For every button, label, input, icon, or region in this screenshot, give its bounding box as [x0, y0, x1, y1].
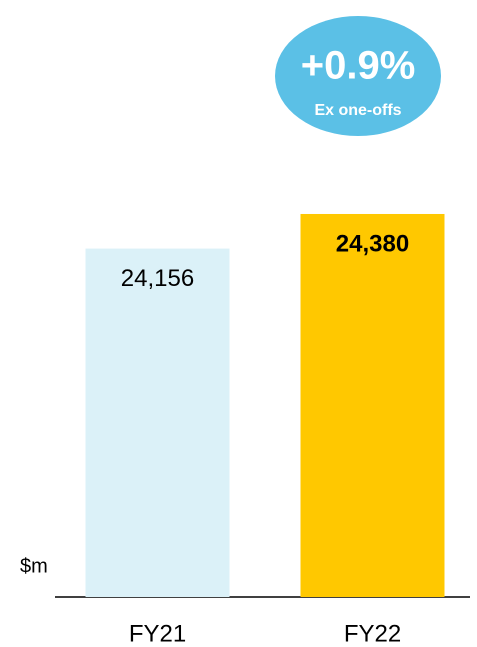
- value-label: 24,380: [336, 230, 409, 257]
- x-tick-label: FY22: [344, 620, 401, 647]
- unit-label: $m: [20, 555, 48, 577]
- badge: [275, 16, 441, 136]
- bar: [85, 248, 230, 597]
- badge-value: +0.9%: [301, 44, 416, 88]
- x-tick-label: FY21: [129, 620, 186, 647]
- bar: [300, 213, 445, 597]
- badge-label: Ex one-offs: [314, 102, 401, 119]
- value-label: 24,156: [121, 265, 194, 292]
